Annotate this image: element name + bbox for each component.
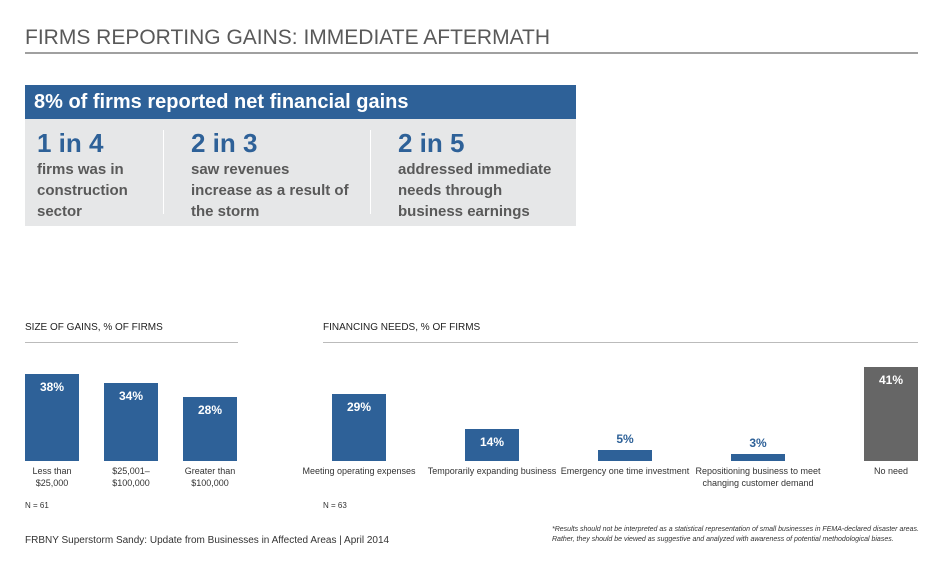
bar (183, 396, 237, 461)
stat-figure: 2 in 5 (398, 128, 465, 158)
value-label: 28% (197, 402, 223, 417)
x-tick-label: Emergency one time investment (560, 466, 690, 476)
bar (104, 382, 158, 461)
x-tick-label: Less than $25,000 (32, 466, 72, 488)
chart-title: SIZE OF GAINS, % OF FIRMS (25, 322, 163, 333)
separator (370, 130, 371, 214)
value-label: 34% (118, 388, 144, 403)
bar (465, 428, 519, 461)
bar (864, 366, 918, 461)
chart-rule (25, 342, 238, 343)
stat-figure: 1 in 4 (37, 128, 104, 158)
bar (731, 454, 785, 461)
stat: 1 in 4 firms was in construction sector (37, 128, 147, 222)
x-tick-label: No need (873, 466, 909, 476)
chart-note: N = 61 (25, 501, 49, 510)
stat-text: addressed immediate needs through busine… (398, 161, 552, 220)
separator (163, 130, 164, 214)
slide-title: FIRMS REPORTING GAINS: IMMEDIATE AFTERMA… (25, 26, 551, 49)
callout-body (25, 119, 576, 226)
chart-title: FINANCING NEEDS, % OF FIRMS (323, 322, 481, 333)
x-tick-label: Greater than $100,000 (184, 466, 236, 488)
title-rule (25, 52, 918, 54)
value-label: 29% (346, 400, 372, 415)
x-tick-label: $25,001–$100,000 (112, 466, 150, 488)
value-label: 41% (878, 372, 904, 387)
stat-text: firms was in construction sector (37, 161, 128, 220)
callout-header (25, 85, 576, 119)
footer-source: FRBNY Superstorm Sandy: Update from Busi… (25, 535, 390, 546)
value-label: 14% (479, 434, 505, 449)
value-label: 38% (39, 379, 65, 394)
value-label: 5% (616, 431, 634, 446)
footer-disclaimer: *Results should not be interpreted as a … (552, 526, 919, 543)
callout-headline: 8% of firms reported net financial gains (34, 91, 409, 113)
bar (332, 394, 386, 461)
value-label: 3% (749, 436, 767, 451)
chart-note: N = 63 (323, 501, 347, 510)
stat: 2 in 5 addressed immediate needs through… (398, 128, 570, 222)
x-tick-label: Temporarily expanding business (427, 466, 557, 476)
stat-figure: 2 in 3 (191, 128, 258, 158)
chart-rule (323, 342, 918, 343)
x-tick-label: Meeting operating expenses (302, 466, 416, 476)
bar (25, 373, 79, 461)
bar (598, 449, 652, 461)
x-tick-label: Repositioning business to meet changing … (695, 466, 821, 488)
stat-text: saw revenues increase as a result of the… (191, 161, 349, 220)
stat: 2 in 3 saw revenues increase as a result… (191, 128, 351, 222)
